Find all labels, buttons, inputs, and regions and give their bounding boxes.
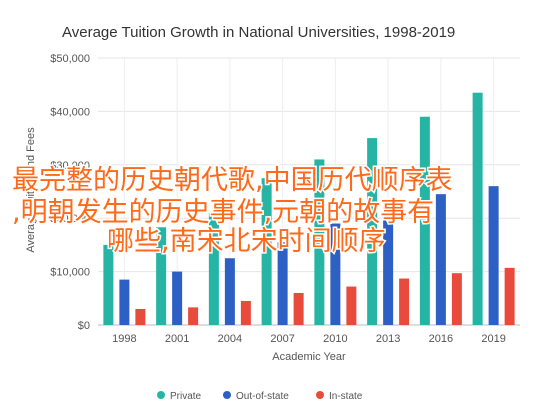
overlay-line-3: 哪些,南宋北宋时间顺序 [107,226,386,257]
bar-private-2019 [472,92,483,326]
legend: Private Out-of-state In-state [157,391,363,402]
y-axis-ticks: $0 $10,000 $20,000 $30,000 $40,000 $50,000 [50,53,90,332]
bar-in-state-2010 [346,286,357,325]
bar-private-2004 [208,212,219,325]
x-tick-label: 2004 [218,333,242,345]
bar-out-of-state-2013 [383,207,394,325]
y-tick-label: $40,000 [50,106,90,118]
bar-private-2010 [314,159,325,325]
bar-private-2016 [419,116,430,326]
bar-in-state-2004 [240,300,251,325]
x-tick-label: 1998 [112,333,136,345]
x-tick-label: 2010 [323,333,347,345]
y-tick-label: $0 [78,320,90,332]
bar-private-2013 [367,138,378,325]
bar-in-state-2001 [188,307,199,325]
legend-label: Private [170,391,202,402]
bar-private-2001 [156,227,167,325]
x-tick-label: 2007 [270,333,294,345]
overlay-watermark-text: 最完整的历史朝代歌,中国历代顺序表 ,明朝发生的历史事件,元朝的故事有 哪些,南… [11,164,455,259]
bar-private-1998 [103,244,114,325]
x-axis-title: Academic Year [272,351,346,363]
y-tick-label: $10,000 [50,267,90,279]
bar-in-state-2013 [399,278,410,325]
bar-out-of-state-2001 [172,271,183,325]
bar-out-of-state-1998 [119,279,130,325]
bar-out-of-state-2016 [435,194,446,325]
legend-marker [157,391,165,399]
bar-out-of-state-2019 [488,186,499,325]
bar-out-of-state-2004 [224,258,235,325]
legend-marker [316,391,324,399]
x-axis-ticks: 1998 2001 2004 2007 2010 2013 2016 2019 [112,333,506,345]
bar-in-state-2007 [293,292,304,325]
y-tick-label: $50,000 [50,53,90,65]
bar-in-state-2016 [451,273,462,325]
y-tick-label: $30,000 [50,160,90,172]
legend-marker [223,391,231,399]
bar-in-state-1998 [135,308,146,325]
bar-out-of-state-2010 [330,223,341,325]
bar-in-state-2019 [504,267,515,325]
x-tick-label: 2019 [481,333,505,345]
x-tick-label: 2001 [165,333,189,345]
bars [103,92,515,326]
legend-label: Out-of-state [236,391,289,402]
overlay-line-2: ,明朝发生的历史事件,元朝的故事有 [12,197,434,228]
x-tick-label: 2013 [376,333,400,345]
y-axis-title: Average Tuition and Fees [25,127,37,253]
bar-out-of-state-2007 [277,242,288,325]
legend-label: In-state [329,391,363,402]
y-tick-label: $20,000 [50,213,90,225]
chart-title: Average Tuition Growth in National Unive… [62,24,455,41]
overlay-line-1: 最完整的历史朝代歌,中国历代顺序表 [12,165,453,196]
bar-private-2007 [261,178,272,325]
x-tick-label: 2016 [429,333,453,345]
